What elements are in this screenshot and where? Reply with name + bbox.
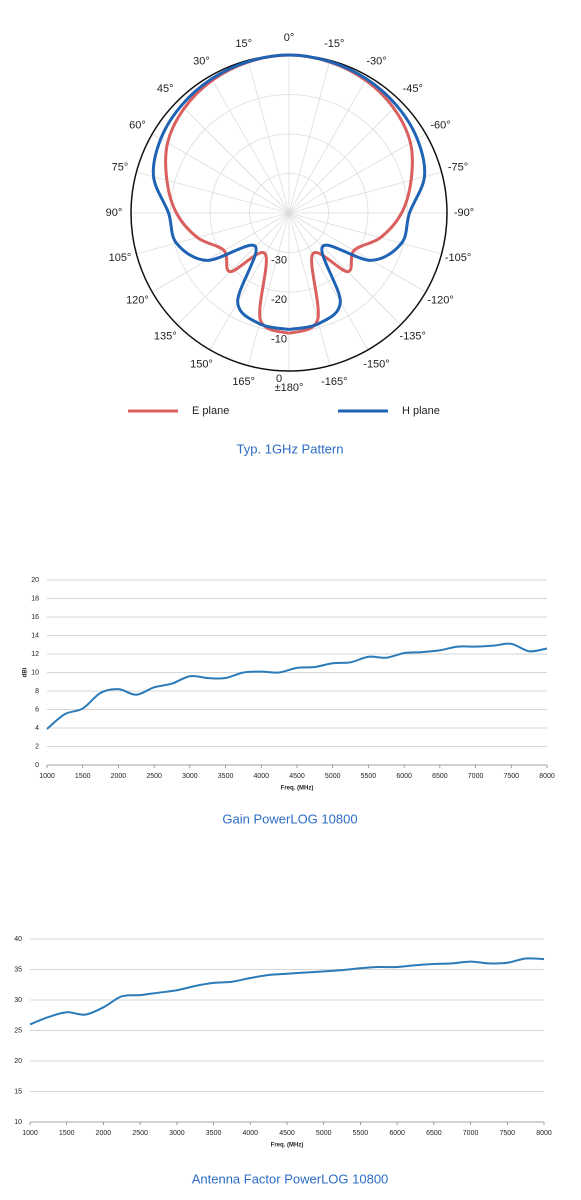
angle-label: -75° <box>448 162 468 174</box>
x-tick-label: 2000 <box>96 1130 112 1137</box>
angle-label: -150° <box>363 358 389 370</box>
x-tick-label: 5000 <box>316 1130 332 1137</box>
x-axis-label: Freq. (MHz) <box>271 1143 304 1149</box>
r-grid <box>209 133 369 293</box>
y-tick-label: 20 <box>14 1058 22 1065</box>
angle-label: 30° <box>193 55 210 67</box>
angle-label: -105° <box>445 252 471 264</box>
x-tick-label: 4500 <box>289 773 305 780</box>
y-tick-label: 30 <box>14 997 22 1004</box>
y-tick-label: 25 <box>14 1027 22 1034</box>
chart-caption: Typ. 1GHz Pattern <box>237 441 344 456</box>
x-tick-label: 7500 <box>503 773 519 780</box>
angle-label: -45° <box>403 83 423 95</box>
y-axis-label: dBi <box>23 667 29 677</box>
angle-label: 60° <box>129 119 146 131</box>
angle-label: 15° <box>235 38 252 50</box>
angle-label: 135° <box>154 331 177 343</box>
x-tick-label: 7000 <box>463 1130 479 1137</box>
y-tick-label: 40 <box>14 936 22 943</box>
y-tick-label: 14 <box>31 632 39 639</box>
r-tick-label: -30 <box>271 254 287 266</box>
series-line <box>151 53 427 332</box>
x-tick-label: 1000 <box>22 1130 38 1137</box>
x-tick-label: 6000 <box>389 1130 405 1137</box>
y-tick-label: 10 <box>31 669 39 676</box>
angle-label: -135° <box>400 331 426 343</box>
x-tick-label: 1500 <box>59 1130 75 1137</box>
y-tick-label: 0 <box>35 762 39 769</box>
chart-caption: Antenna Factor PowerLOG 10800 <box>192 1171 389 1186</box>
x-tick-label: 5500 <box>361 773 377 780</box>
x-tick-label: 5500 <box>353 1130 369 1137</box>
series-line <box>46 642 548 730</box>
angle-label: 75° <box>112 162 129 174</box>
x-tick-label: 2000 <box>111 773 127 780</box>
x-tick-label: 2500 <box>146 773 162 780</box>
angle-label: 150° <box>190 358 213 370</box>
x-tick-label: 6500 <box>426 1130 442 1137</box>
angle-label: -30° <box>366 55 386 67</box>
y-tick-label: 2 <box>35 743 39 750</box>
angle-label: -165° <box>321 376 347 388</box>
angle-label: -90° <box>454 207 474 219</box>
angle-label: -15° <box>324 38 344 50</box>
angle-label: 90° <box>106 207 123 219</box>
x-tick-label: 8000 <box>539 773 555 780</box>
angle-label: -120° <box>427 294 453 306</box>
x-tick-label: 3000 <box>182 773 198 780</box>
y-tick-label: 6 <box>35 706 39 713</box>
x-tick-label: 6000 <box>396 773 412 780</box>
r-tick-label: -10 <box>271 333 287 345</box>
x-tick-label: 3500 <box>218 773 234 780</box>
series-line <box>29 957 545 1026</box>
angle-label: 120° <box>126 294 149 306</box>
y-tick-label: 35 <box>14 966 22 973</box>
y-tick-label: 4 <box>35 725 39 732</box>
y-tick-label: 18 <box>31 595 39 602</box>
y-tick-label: 20 <box>31 577 39 584</box>
x-axis-label: Freq. (MHz) <box>281 786 314 792</box>
angle-label: ±180° <box>275 382 304 394</box>
angle-label: 45° <box>157 83 174 95</box>
angle-label: 105° <box>109 252 132 264</box>
x-tick-label: 5000 <box>325 773 341 780</box>
y-tick-label: 15 <box>14 1088 22 1095</box>
r-grid <box>170 94 408 332</box>
y-tick-label: 8 <box>35 688 39 695</box>
x-tick-label: 7500 <box>499 1130 515 1137</box>
x-tick-label: 1500 <box>75 773 91 780</box>
x-tick-label: 4000 <box>253 773 269 780</box>
x-tick-label: 1000 <box>39 773 55 780</box>
r-grid <box>249 173 329 253</box>
chart-caption: Gain PowerLOG 10800 <box>222 811 357 826</box>
angle-label: -60° <box>430 119 450 131</box>
angle-label: 165° <box>232 376 255 388</box>
x-tick-label: 7000 <box>468 773 484 780</box>
y-tick-label: 16 <box>31 614 39 621</box>
r-tick-label: 0 <box>276 373 282 385</box>
y-tick-label: 12 <box>31 651 39 658</box>
legend-label: E plane <box>192 405 229 417</box>
x-tick-label: 3500 <box>206 1130 222 1137</box>
angle-label: 0° <box>284 32 295 44</box>
legend-label: H plane <box>402 405 440 417</box>
x-tick-label: 2500 <box>132 1130 148 1137</box>
x-tick-label: 4000 <box>242 1130 258 1137</box>
y-tick-label: 10 <box>14 1119 22 1126</box>
r-tick-label: -20 <box>271 294 287 306</box>
x-tick-label: 6500 <box>432 773 448 780</box>
x-tick-label: 3000 <box>169 1130 185 1137</box>
x-tick-label: 8000 <box>536 1130 552 1137</box>
x-tick-label: 4500 <box>279 1130 295 1137</box>
